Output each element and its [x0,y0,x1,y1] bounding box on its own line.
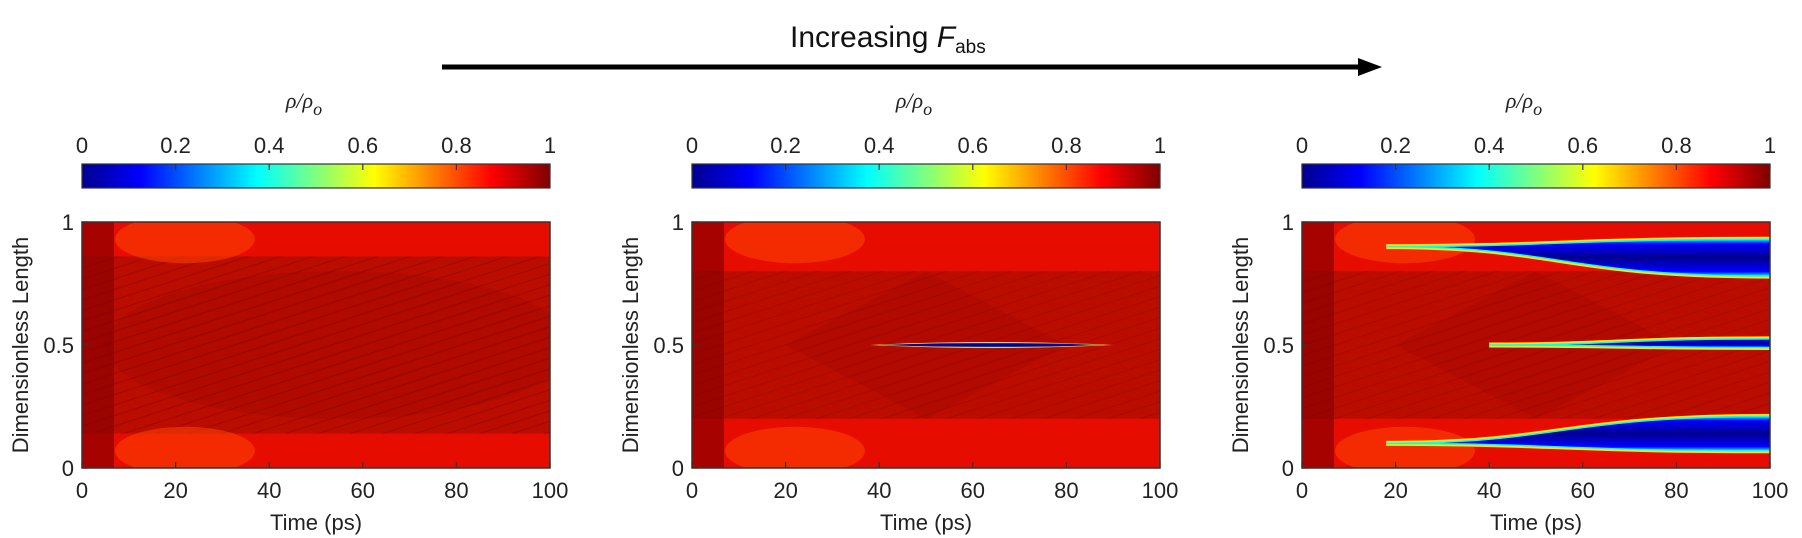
y-axis-label: Dimensionless Length [1228,237,1253,453]
y-axis-label: Dimensionless Length [618,237,643,453]
colorbar-label: ρ/ρo [895,88,932,119]
colorbar-tick-label: 0.4 [864,133,895,158]
colorbar-tick-label: 0.6 [1568,133,1599,158]
x-tick-label: 100 [1752,478,1789,503]
x-axis-label: Time (ps) [880,510,972,535]
x-tick-label: 20 [773,478,797,503]
colorbar-tick-label: 1 [544,133,556,158]
colorbar-tick-label: 1 [1764,133,1776,158]
x-tick-label: 0 [76,478,88,503]
x-tick-label: 60 [961,478,985,503]
x-tick-label: 80 [1054,478,1078,503]
colorbar-gradient [81,163,551,189]
x-tick-label: 40 [1477,478,1501,503]
y-tick-label: 1 [1282,210,1294,235]
x-tick-label: 20 [1383,478,1407,503]
low-density-channel [1489,338,1770,349]
heatmap-3 [1302,222,1770,468]
colorbar-tick-label: 0.6 [348,133,379,158]
colorbar-1: ρ/ρo 0 0.2 0.4 0.6 0.8 1 [76,88,556,189]
x-tick-label: 80 [444,478,468,503]
edge-glow-bottom [1334,426,1475,468]
x-tick-label: 0 [686,478,698,503]
colorbar-tick-label: 0.8 [1051,133,1082,158]
x-tick-label: 60 [351,478,375,503]
x-tick-label: 0 [1296,478,1308,503]
edge-glow-top [1334,222,1475,264]
wave-fringes [82,256,550,434]
y-tick-label: 0 [672,456,684,481]
y-tick-label: 0.5 [653,333,684,358]
edge-glow-top [724,222,865,264]
low-density-channel [1386,238,1770,277]
heatmap-1 [82,222,550,468]
colorbar-tick-label: 0 [76,133,88,158]
colorbar-tick-label: 0.2 [1380,133,1411,158]
y-tick-label: 0.5 [43,333,74,358]
y-tick-label: 1 [672,210,684,235]
y-tick-label: 0.5 [1263,333,1294,358]
x-tick-label: 100 [1142,478,1179,503]
colorbar-label: ρ/ρo [1505,88,1542,119]
colorbar-tick-label: 0.2 [160,133,191,158]
x-tick-label: 100 [532,478,569,503]
colorbar-label: ρ/ρo [285,88,322,119]
x-axis-label: Time (ps) [1490,510,1582,535]
header-text: Increasing Fabs [790,21,986,58]
colorbar-gradient [691,163,1161,189]
x-axis-label: Time (ps) [270,510,362,535]
x-tick-label: 40 [257,478,281,503]
low-density-channel [1386,415,1770,452]
colorbar-tick-label: 0.8 [441,133,472,158]
header-arrow-head [1358,58,1382,76]
y-tick-label: 0 [1282,456,1294,481]
header-annotation: Increasing Fabs [442,21,1382,76]
panel-1: ρ/ρo 0 0.2 0.4 0.6 0.8 1 0 20 40 60 80 100 0 0.5 1 Time … [8,88,569,535]
low-density-channel [879,342,1104,348]
colorbar-tick-label: 0 [686,133,698,158]
colorbar-tick-label: 0.2 [770,133,801,158]
colorbar-3: ρ/ρo 0 0.2 0.4 0.6 0.8 1 [1296,88,1776,189]
panel-2: ρ/ρo 0 0.2 0.4 0.6 0.8 1 0 20 40 60 80 100 0 0.5 1 Time … [618,88,1178,535]
x-tick-label: 80 [1664,478,1688,503]
colorbar-tick-label: 0 [1296,133,1308,158]
edge-glow-bottom [724,426,865,468]
x-tick-label: 20 [163,478,187,503]
colorbar-tick-label: 0.8 [1661,133,1692,158]
colorbar-2: ρ/ρo 0 0.2 0.4 0.6 0.8 1 [686,88,1166,189]
x-tick-label: 60 [1571,478,1595,503]
edge-glow-bottom [114,426,255,468]
colorbar-tick-label: 0.6 [958,133,989,158]
edge-glow-top [114,222,255,264]
colorbar-tick-label: 0.4 [1474,133,1505,158]
colorbar-gradient [1301,163,1771,189]
y-tick-label: 1 [62,210,74,235]
heatmap-2 [692,222,1160,468]
y-axis-label: Dimensionless Length [8,237,33,453]
x-tick-label: 40 [867,478,891,503]
panel-3: ρ/ρo 0 0.2 0.4 0.6 0.8 1 0 20 40 60 80 100 0 0.5 1 Time … [1228,88,1788,535]
y-tick-label: 0 [62,456,74,481]
colorbar-tick-label: 1 [1154,133,1166,158]
colorbar-tick-label: 0.4 [254,133,285,158]
